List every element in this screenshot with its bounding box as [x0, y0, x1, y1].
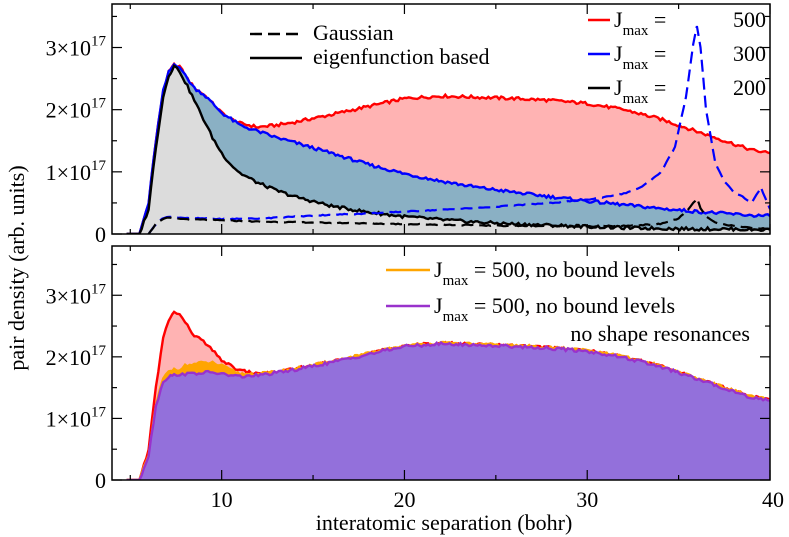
legend-jmax-label: Jmax = [614, 41, 666, 73]
x-tick-label: 20 [393, 487, 415, 512]
top-y-tick-label: 1×1017 [46, 158, 107, 185]
legend-jmax-value: 300 [733, 41, 766, 66]
legend-bottom-label: Jmax = 500, no bound levels [434, 293, 675, 325]
x-tick-label: 40 [762, 487, 784, 512]
legend-jmax-label: Jmax = [614, 75, 666, 107]
y-axis-label: pair density (arb. units) [4, 165, 29, 370]
top-y-tick-label: 3×1017 [46, 34, 107, 61]
legend-bottom-label: Jmax = 500, no bound levels [434, 257, 675, 289]
bottom-area-jmax-500-no-bound-levels-no-shape-resonances [126, 342, 770, 480]
legend-jmax-value: 500 [733, 7, 766, 32]
bottom-line-jmax-500-no-bound-levels-no-shape-resonances [126, 340, 770, 480]
top-series-group [126, 25, 770, 234]
top-line-gaussian-jmax-200 [147, 196, 770, 234]
top-y-tick-label: 2×1017 [46, 96, 107, 123]
bottom-y-tick-label: 0 [95, 468, 106, 493]
x-tick-label: 30 [576, 487, 598, 512]
bottom-y-tick-label: 2×1017 [46, 343, 107, 370]
bottom-y-tick-label: 3×1017 [46, 281, 107, 308]
x-axis-label: interatomic separation (bohr) [316, 510, 573, 535]
legend-jmax-value: 200 [733, 75, 766, 100]
legend-bottom-label-line2: no shape resonances [570, 321, 750, 346]
bottom-series-group [126, 310, 770, 480]
bottom-y-tick-label: 1×1017 [46, 404, 107, 431]
top-line-eigenfunction-jmax-500 [126, 61, 770, 234]
legend-jmax-label: Jmax = [614, 7, 666, 39]
legend-label: Gaussian [313, 20, 394, 45]
top-line-eigenfunction-jmax-200 [126, 63, 770, 234]
bottom-panel-plot-area [111, 245, 771, 481]
top-area-eigenfunction-jmax-300 [126, 64, 770, 234]
x-tick-label: 10 [211, 487, 233, 512]
axes: 0 1×1017 2×1017 3×1017 0 1×1017 2×1017 3×1017 10… [46, 4, 784, 512]
top-area-eigenfunction-jmax-200 [126, 65, 770, 234]
top-y-tick-label: 0 [95, 222, 106, 247]
top-panel-plot-area [111, 3, 771, 235]
top-frame [111, 3, 771, 235]
top-line-gaussian-jmax-300 [147, 25, 770, 234]
legend-label: eigenfunction based [313, 44, 490, 69]
bottom-frame [111, 245, 771, 481]
top-line-eigenfunction-jmax-300 [126, 62, 770, 234]
